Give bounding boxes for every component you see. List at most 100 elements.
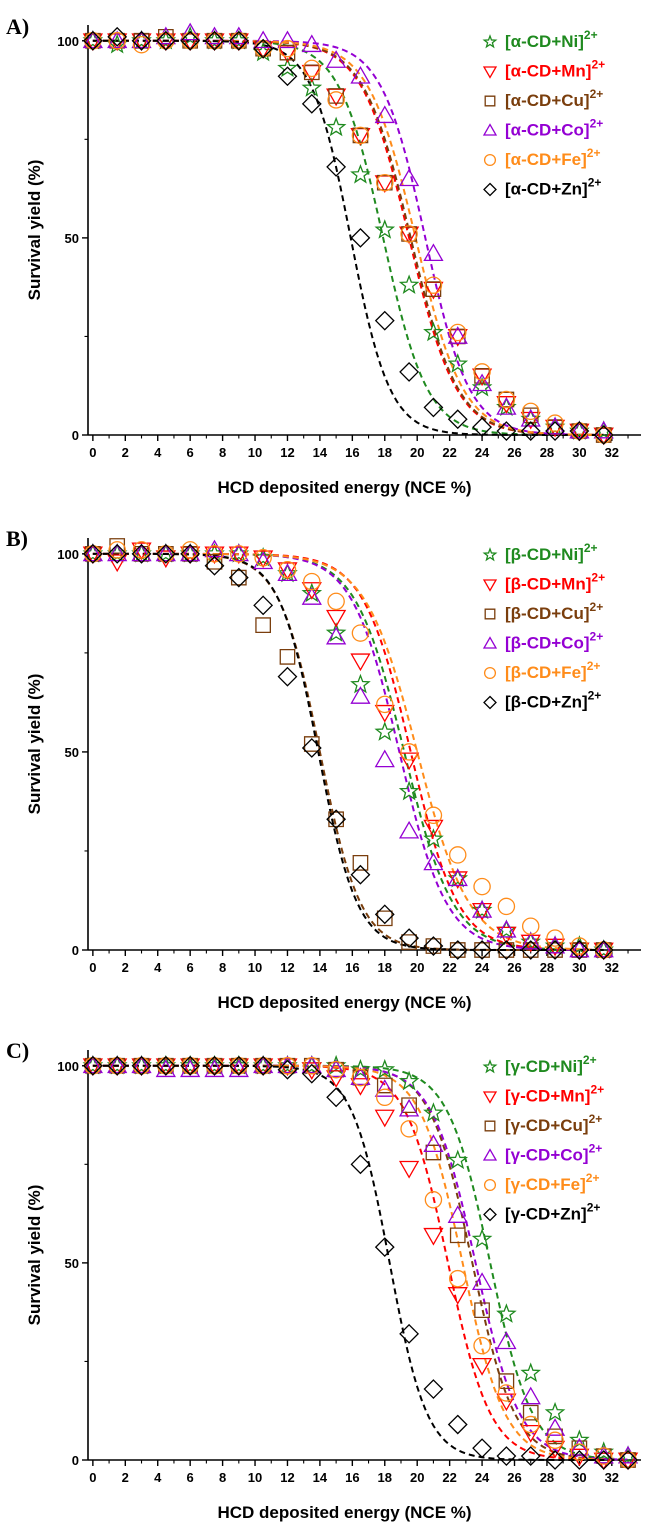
x-tick-label: 20 <box>410 445 424 460</box>
data-point-zn <box>593 425 614 445</box>
legend-superscript: 2+ <box>588 176 602 190</box>
data-point-fe <box>327 592 345 611</box>
data-point-ni <box>350 673 371 694</box>
data-point-co <box>350 65 371 84</box>
data-point-zn <box>277 666 298 687</box>
legend-symbol-zn <box>483 695 497 710</box>
x-tick-label: 10 <box>248 445 262 460</box>
legend-label-zn: [β-CD+Zn]2+ <box>505 689 601 712</box>
data-point-mn <box>496 926 517 945</box>
x-tick-label: 12 <box>280 960 294 975</box>
data-point-zn <box>228 567 249 588</box>
data-point-mn <box>520 411 541 430</box>
legend-label-fe: [β-CD+Fe]2+ <box>505 659 600 682</box>
data-point-mn <box>398 752 420 771</box>
data-point-fe <box>351 624 370 642</box>
data-point-cu <box>449 1227 466 1244</box>
data-point-zn <box>520 1446 541 1466</box>
x-tick-label: 22 <box>442 960 456 975</box>
data-point-zn <box>399 362 420 382</box>
data-point-co <box>398 1098 420 1117</box>
data-point-fe <box>594 1447 613 1465</box>
data-point-zn <box>155 30 176 51</box>
data-point-fe <box>303 1057 321 1075</box>
data-point-fe <box>400 1120 418 1138</box>
data-point-zn <box>545 1450 565 1470</box>
data-point-zn <box>228 1055 249 1076</box>
data-point-zn <box>472 940 492 960</box>
data-point-ni <box>277 57 298 78</box>
data-point-cu <box>474 368 490 384</box>
data-point-co <box>155 543 176 562</box>
x-tick-label: 2 <box>122 445 129 460</box>
data-point-mn <box>374 1109 395 1128</box>
data-point-zn <box>204 30 225 51</box>
legend-superscript: 2+ <box>590 630 604 644</box>
x-tick-label: 28 <box>540 1470 554 1485</box>
data-point-co <box>423 852 444 871</box>
data-point-zn <box>82 543 103 564</box>
data-point-mn <box>350 1078 371 1096</box>
data-point-co <box>131 543 152 562</box>
legend-superscript: 2+ <box>590 117 604 131</box>
data-point-co <box>496 919 517 938</box>
data-point-ni <box>496 1303 517 1323</box>
legend-superscript: 2+ <box>587 1201 601 1215</box>
data-point-co <box>277 30 298 49</box>
x-tick-label: 20 <box>410 960 424 975</box>
data-point-cu <box>352 854 369 871</box>
data-point-zn <box>374 904 395 925</box>
fit-curve-zn <box>92 552 604 951</box>
legend-superscript: 2+ <box>591 571 605 585</box>
x-tick-label: 32 <box>605 445 619 460</box>
data-point-zn <box>107 26 128 47</box>
data-point-co <box>471 1272 493 1290</box>
x-tick-label: 28 <box>540 960 554 975</box>
data-point-mn <box>471 902 493 921</box>
legend-superscript: 2+ <box>589 1142 603 1156</box>
legend-label-ni: [γ-CD+Ni]2+ <box>505 1053 597 1076</box>
data-point-cu <box>303 64 320 81</box>
data-point-fe <box>351 126 370 145</box>
data-point-zn <box>326 157 347 177</box>
data-point-zn <box>496 940 517 960</box>
x-tick-label: 2 <box>122 960 129 975</box>
data-point-co <box>569 939 590 958</box>
data-point-co <box>520 931 541 950</box>
data-point-zn <box>569 1450 590 1470</box>
x-tick-label: 10 <box>248 960 262 975</box>
legend-label-zn: [γ-CD+Zn]2+ <box>505 1201 600 1224</box>
data-point-co <box>447 1205 468 1223</box>
x-axis-title: HCD deposited energy (NCE %) <box>217 1503 471 1522</box>
data-point-co <box>107 30 128 49</box>
y-tick-label: 0 <box>72 943 79 958</box>
data-point-mn <box>423 819 444 838</box>
legend-symbol-mn <box>482 1091 498 1104</box>
series-ni <box>82 25 615 440</box>
data-point-cu <box>376 910 393 927</box>
y-tick-label: 0 <box>72 1453 79 1468</box>
data-point-zn <box>423 936 444 956</box>
data-point-zn <box>131 1055 152 1076</box>
legend-superscript: 2+ <box>590 87 604 101</box>
data-point-fe <box>376 173 394 192</box>
legend-symbol-ni <box>482 1059 498 1074</box>
data-point-ni <box>471 1228 493 1249</box>
data-point-zn <box>423 1379 444 1399</box>
legend-label-ni: [β-CD+Ni]2+ <box>505 541 598 564</box>
data-point-fe <box>497 390 516 409</box>
legend-symbol-zn <box>483 182 497 197</box>
data-point-zn <box>326 809 347 830</box>
data-point-ni <box>423 321 444 342</box>
legend-symbol-zn <box>483 1207 497 1222</box>
data-point-ni <box>471 376 493 397</box>
data-point-mn <box>398 1160 420 1179</box>
data-point-zn <box>472 417 492 438</box>
data-point-cu <box>474 1302 490 1319</box>
data-point-fe <box>351 1068 370 1087</box>
data-point-fe <box>448 846 467 864</box>
data-point-mn <box>593 1452 614 1471</box>
data-point-mn <box>520 1425 541 1443</box>
